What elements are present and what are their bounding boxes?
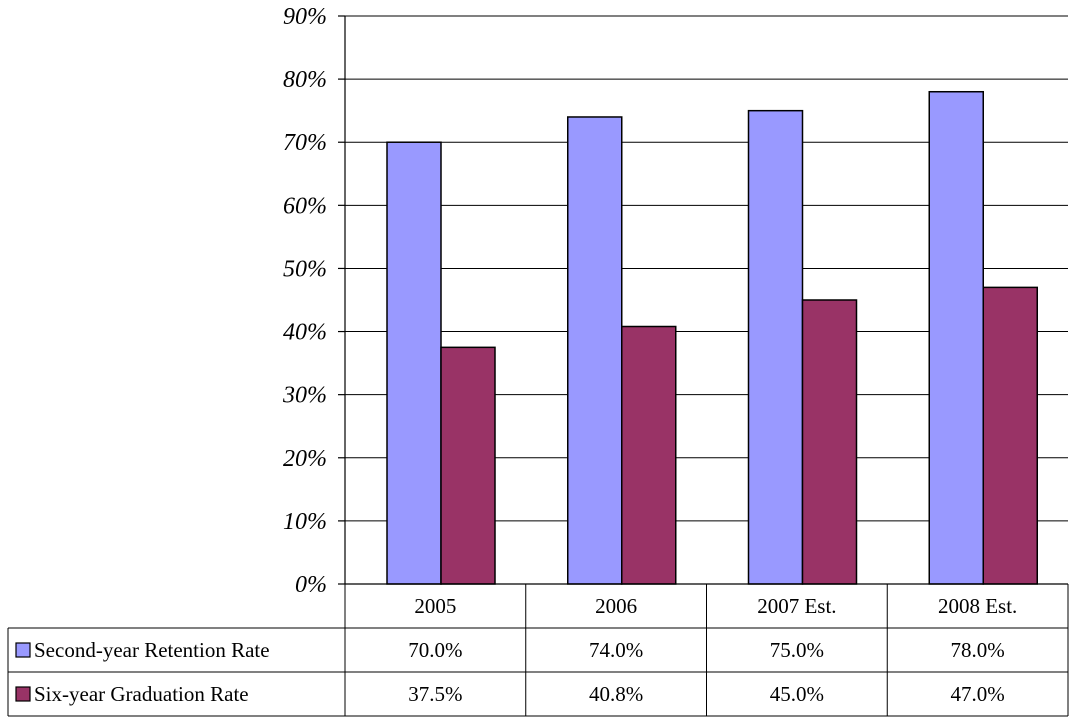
y-tick-label: 60% <box>283 193 327 219</box>
y-tick-label: 80% <box>283 67 327 93</box>
bar-graduation <box>982 286 1038 585</box>
y-tick-label: 10% <box>283 509 327 535</box>
legend-entry: Six-year Graduation Rate <box>34 682 249 706</box>
bar-retention <box>928 90 984 585</box>
bar-retention <box>386 141 442 585</box>
legend-key <box>15 686 31 702</box>
y-tick-label: 70% <box>283 130 327 156</box>
bar-retention <box>567 116 623 585</box>
bar-graduation <box>801 299 858 585</box>
legend-entry: Second-year Retention Rate <box>34 638 270 662</box>
data-label: 78.0% <box>951 638 1005 662</box>
x-category-label: 2007 Est. <box>757 594 836 618</box>
x-category-label: 2008 Est. <box>938 594 1017 618</box>
data-table: 2005 2006 2007 Est. 2008 Est. Second-year Re… <box>7 584 1069 717</box>
x-category-label: 2006 <box>595 594 637 618</box>
y-tick-label: 40% <box>283 320 327 346</box>
data-label: 40.8% <box>589 682 643 706</box>
data-label: 70.0% <box>408 638 462 662</box>
data-label: 74.0% <box>589 638 643 662</box>
y-tick-label: 30% <box>282 383 327 409</box>
bar-graduation <box>621 325 677 585</box>
bar-retention <box>747 109 804 585</box>
data-label: 45.0% <box>770 682 824 706</box>
y-tick-label: 90% <box>283 4 327 30</box>
data-label: 37.5% <box>408 682 462 706</box>
x-category-label: 2005 <box>414 594 456 618</box>
data-label: 47.0% <box>951 682 1005 706</box>
bars <box>386 90 1038 585</box>
legend-key <box>15 642 31 658</box>
y-tick-label: 50% <box>283 256 327 282</box>
y-tick-label: 20% <box>283 446 327 472</box>
bar-graduation <box>440 346 496 585</box>
y-tick-label: 0% <box>295 572 327 598</box>
y-axis-tick-labels: 0% 10% 20% 30% 40% 50% 60% 70% 80% 90% <box>282 4 327 598</box>
data-label: 75.0% <box>770 638 824 662</box>
